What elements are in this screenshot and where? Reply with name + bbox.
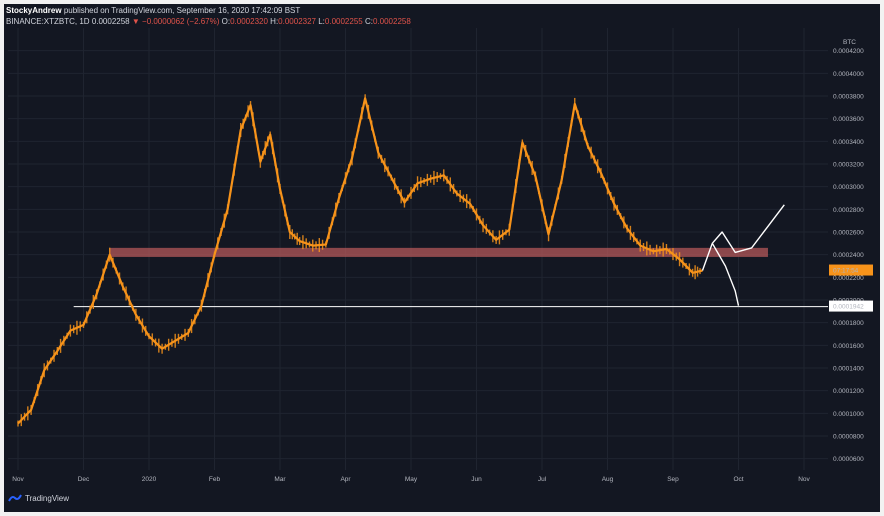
close-label: C: <box>364 17 373 26</box>
y-tick-label: 0.0003600 <box>833 116 864 123</box>
x-tick-label: Jul <box>538 476 547 483</box>
tradingview-logo[interactable]: TradingView <box>8 494 69 503</box>
x-tick-label: Feb <box>209 476 221 483</box>
tradingview-icon <box>8 494 22 502</box>
brand-name: TradingView <box>25 494 70 503</box>
support-line-tag-text: 0.0001942 <box>833 304 864 311</box>
low-value: 0.0002255 <box>324 17 363 26</box>
support-zone <box>109 247 768 257</box>
open-label: O: <box>221 17 231 26</box>
y-tick-label: 0.0003000 <box>833 184 864 191</box>
x-tick-label: Nov <box>798 476 810 483</box>
y-tick-label: 0.0000600 <box>833 456 864 463</box>
x-tick-label: Sep <box>667 476 679 483</box>
low-label: L: <box>318 17 325 26</box>
ohlc-line: BINANCE:XTZBTC, 1D 0.0002258 ▼ −0.000006… <box>6 17 411 26</box>
price-tags: 07:17:54 0.0001942 <box>829 264 873 312</box>
y-tick-label: 0.0003800 <box>833 94 864 101</box>
high-value: 0.0002327 <box>278 17 316 26</box>
y-tick-label: 0.0003400 <box>833 139 864 146</box>
y-tick-label: 0.0001400 <box>833 366 864 373</box>
support-line-tag <box>829 300 873 312</box>
y-tick-label: 0.0004000 <box>833 71 864 78</box>
y-tick-label: 0.0002400 <box>833 252 864 259</box>
projection-down-line <box>711 242 740 306</box>
symbol-label: BINANCE:XTZBTC, 1D <box>6 17 90 26</box>
chart-frame <box>4 4 880 512</box>
x-tick-label: Oct <box>733 476 743 483</box>
y-tick-label: 0.0003200 <box>833 162 864 169</box>
publish-line: StockyAndrew published on TradingView.co… <box>6 6 300 15</box>
price-series-line <box>17 97 703 425</box>
currency-label: BTC <box>843 39 856 46</box>
y-tick-label: 0.0000800 <box>833 434 864 441</box>
open-value: 0.0002320 <box>230 17 268 26</box>
current-price-tag-text: 07:17:54 <box>833 268 859 275</box>
x-tick-label: Aug <box>602 476 614 483</box>
x-tick-label: Jun <box>471 476 482 483</box>
x-tick-label: May <box>405 476 418 483</box>
current-price-tag <box>829 264 873 276</box>
x-tick-label: Mar <box>274 476 286 483</box>
x-axis[interactable]: Nov Dec 2020 Feb Mar Apr May Jun Jul Aug Sep Oct Nov <box>12 476 810 483</box>
y-tick-label: 0.0001000 <box>833 411 864 418</box>
y-tick-label: 0.0001600 <box>833 343 864 350</box>
y-tick-label: 0.0002600 <box>833 230 864 237</box>
y-tick-label: 0.0002800 <box>833 207 864 214</box>
y-tick-label: 0.0002200 <box>833 275 864 282</box>
projection-up-line <box>701 204 785 271</box>
author-name[interactable]: StockyAndrew <box>6 6 62 15</box>
price-change: ▼ −0.0000062 (−2.67%) <box>131 17 220 26</box>
close-value: 0.0002258 <box>372 17 411 26</box>
publish-info: published on TradingView.com, September … <box>63 6 301 15</box>
high-label: H: <box>270 17 279 26</box>
y-tick-label: 0.0004200 <box>833 48 864 55</box>
last-price: 0.0002258 <box>91 17 130 26</box>
x-tick-label: Dec <box>78 476 90 483</box>
x-tick-label: 2020 <box>142 476 157 483</box>
y-axis[interactable]: 0.0004200 0.0004000 0.0003800 0.0003600 0.00… <box>833 48 864 463</box>
x-tick-label: Nov <box>12 476 24 483</box>
y-tick-label: 0.0001200 <box>833 388 864 395</box>
y-tick-label: 0.0001800 <box>833 320 864 327</box>
x-tick-label: Apr <box>340 476 351 483</box>
